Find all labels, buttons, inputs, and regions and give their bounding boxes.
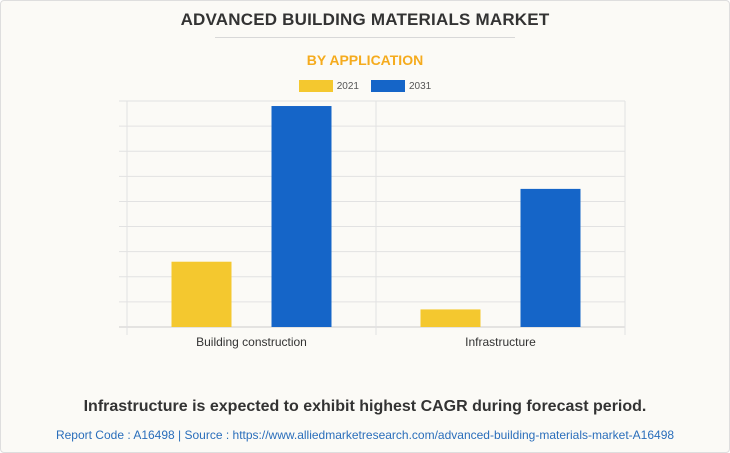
title-divider	[215, 37, 515, 38]
legend-swatch-2021	[298, 80, 333, 92]
insight-note: Infrastructure is expected to exhibit hi…	[83, 398, 647, 415]
x-tick-label: Building construction	[196, 335, 307, 349]
bar-2031-0	[271, 106, 332, 328]
chart-title: ADVANCED BUILDING MATERIALS MARKET	[180, 10, 550, 29]
chart-subtitle: BY APPLICATION	[306, 52, 424, 68]
source-line: Report Code : A16498 | Source : https://…	[55, 428, 675, 442]
legend-item-2031[interactable]: 2031	[371, 80, 431, 92]
bar-2021-0	[171, 261, 232, 327]
legend-item-2021[interactable]: 2021	[298, 80, 359, 92]
x-tick-label: Infrastructure	[465, 335, 536, 349]
bar-2021-1	[420, 309, 481, 327]
legend-swatch-2031	[371, 80, 405, 92]
legend: 2021 2031	[0, 80, 730, 92]
legend-label-2031: 2031	[409, 80, 432, 92]
legend-label-2021: 2021	[336, 80, 359, 92]
bar-2031-1	[520, 188, 581, 327]
